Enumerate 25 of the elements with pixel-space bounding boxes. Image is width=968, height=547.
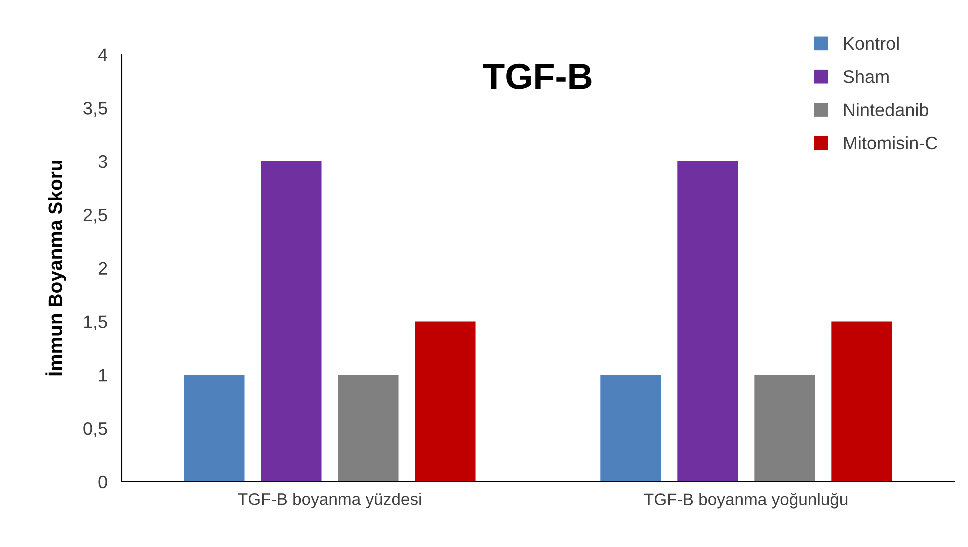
- bar: [832, 322, 892, 482]
- legend-label: Nintedanib: [844, 103, 928, 116]
- x-tick-label: TGF-B boyanma yoğunluğu: [644, 493, 848, 509]
- bar: [184, 375, 245, 482]
- y-tick-label: 0,5: [84, 422, 108, 438]
- legend-label: Sham: [844, 70, 889, 84]
- y-tick-label: 3,5: [84, 102, 108, 117]
- y-axis-title: İmmun Boyanma Skoru: [46, 160, 66, 376]
- bar: [754, 375, 816, 482]
- y-tick-label: 1: [99, 369, 108, 382]
- y-tick-label: 2,5: [84, 208, 108, 224]
- legend-label: Kontrol: [844, 36, 899, 50]
- y-tick-label: 1,5: [84, 316, 108, 331]
- y-tick-label: 3: [98, 155, 108, 168]
- chart-title: TGF-B: [483, 64, 592, 90]
- legend-label: Mitomisin-C: [844, 136, 938, 150]
- y-tick-label: 4: [98, 48, 108, 62]
- bar: [261, 162, 322, 482]
- x-tick-label: TGF-B boyanma yüzdesi: [238, 493, 422, 509]
- bar: [678, 162, 738, 482]
- bar: [338, 375, 399, 482]
- y-tick-label: 2: [98, 262, 108, 275]
- bar: [415, 322, 476, 482]
- y-tick-label: 0: [98, 476, 108, 489]
- bar: [600, 375, 661, 482]
